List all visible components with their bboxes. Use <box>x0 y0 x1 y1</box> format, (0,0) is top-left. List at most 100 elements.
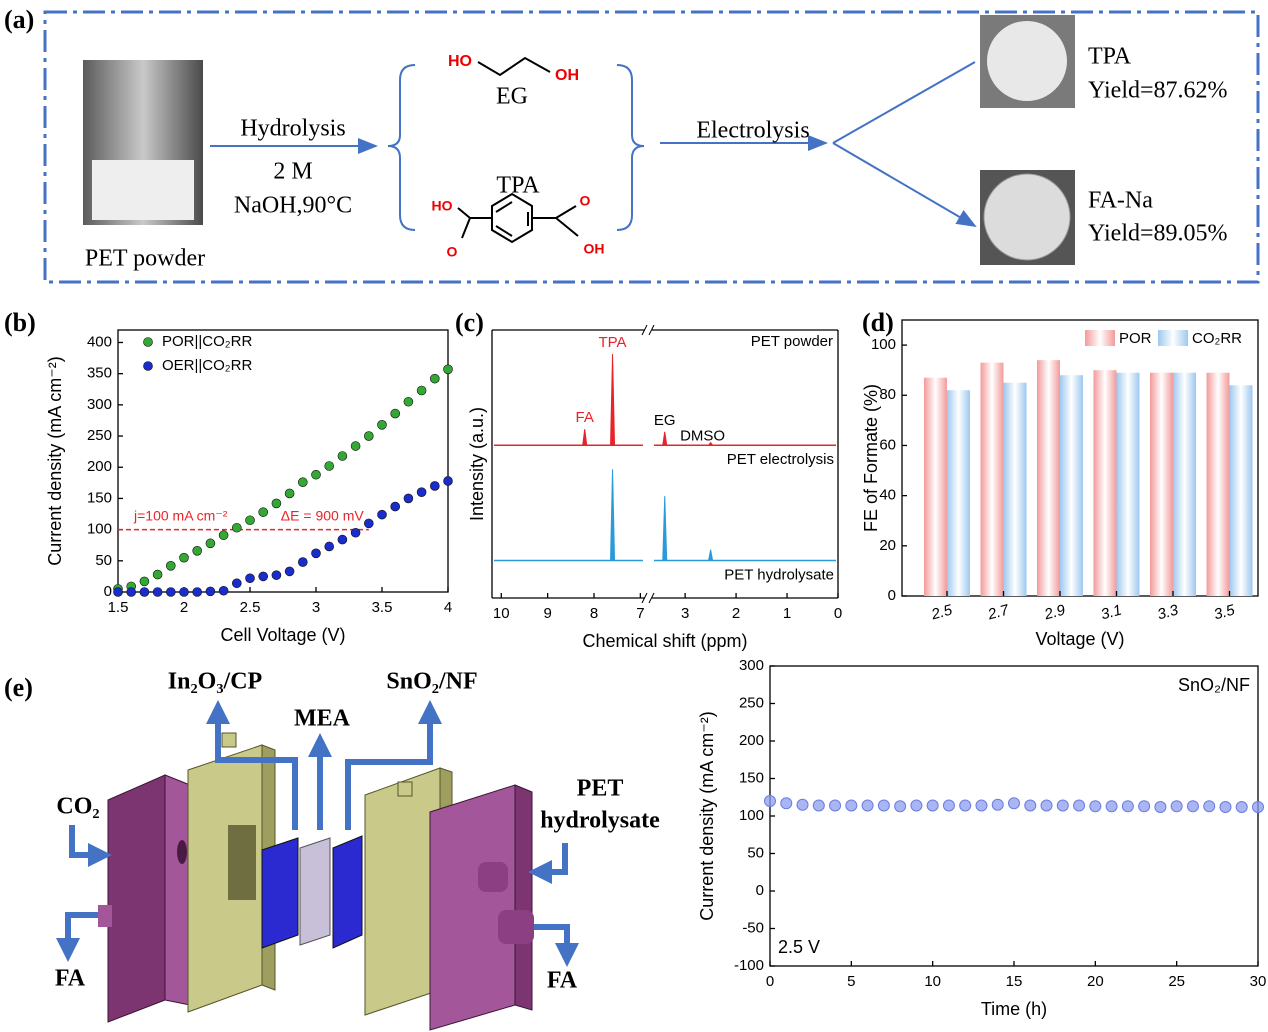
data-point <box>403 493 414 504</box>
y-tick-label: 200 <box>87 458 112 475</box>
data-point <box>429 373 440 384</box>
data-point <box>1252 801 1264 813</box>
bar <box>1037 360 1060 596</box>
data-point <box>297 557 308 567</box>
label: FA <box>547 968 578 994</box>
data-point <box>1219 801 1232 813</box>
data-point <box>139 587 150 597</box>
y-axis-label: Current density (mA cm⁻²) <box>697 711 717 921</box>
bar <box>947 390 970 596</box>
annotation: SnO₂/NF <box>1178 675 1250 695</box>
trace-label: PET hydrolysate <box>724 566 834 583</box>
data-point <box>245 515 255 526</box>
x-tick-label: 3.5 <box>372 599 393 616</box>
data-point <box>205 586 216 597</box>
x-tick-label: 3 <box>312 599 320 616</box>
x-tick-label: 7 <box>636 605 644 622</box>
y-tick-label: 300 <box>87 396 112 413</box>
annotation: ΔE = 900 mV <box>281 507 365 523</box>
data-point <box>1008 797 1020 810</box>
data-point <box>166 560 176 571</box>
data-point <box>390 408 401 419</box>
peak <box>662 431 668 446</box>
peak <box>707 441 714 446</box>
photo-dish <box>983 173 1071 261</box>
data-point <box>1154 801 1167 813</box>
legend-label: OER||CO₂RR <box>162 357 252 374</box>
peak-label: EG <box>654 412 676 429</box>
end-plate <box>514 784 533 1011</box>
data-point <box>1121 800 1134 813</box>
data-point <box>311 548 321 559</box>
reference-label: j=100 mA cm⁻² <box>133 507 228 523</box>
y-axis-label: Current density (mA cm⁻²) <box>45 356 65 566</box>
bar <box>1093 370 1117 596</box>
data-point <box>1073 799 1086 812</box>
data-point <box>297 477 308 488</box>
y-tick-label: 0 <box>756 882 764 899</box>
product: TPA <box>1088 44 1132 70</box>
y-tick-label: 300 <box>739 657 764 674</box>
label: FA <box>55 966 86 992</box>
data-point <box>363 431 374 441</box>
x-tick-label: 30 <box>1250 973 1267 990</box>
bar <box>1150 372 1173 596</box>
y-tick-label: 200 <box>739 732 764 749</box>
data-point <box>284 566 295 577</box>
label: SnO₂/NF <box>386 669 477 695</box>
x-tick-label: 2.9 <box>1042 601 1068 623</box>
axis-break <box>641 592 655 604</box>
legend-marker <box>143 337 153 347</box>
group: O <box>447 244 458 260</box>
data-point <box>942 799 955 812</box>
data-point <box>337 534 348 545</box>
data-point <box>152 587 163 597</box>
data-point <box>258 571 269 582</box>
data-point <box>1186 800 1199 813</box>
data-point <box>284 488 295 499</box>
group: OH <box>584 241 605 257</box>
flow-plate <box>364 767 441 1016</box>
bond <box>477 56 551 77</box>
plot-frame <box>117 329 449 593</box>
data-point <box>1170 800 1183 813</box>
data-point <box>429 481 440 491</box>
y-tick-label: 150 <box>739 769 764 786</box>
data-point <box>416 385 427 396</box>
label: In₂O₃/CP <box>168 669 262 695</box>
data-point <box>192 546 202 556</box>
data-point <box>910 799 923 812</box>
y-tick-label: 0 <box>104 583 112 600</box>
y-tick-label: 80 <box>879 386 896 403</box>
arrow <box>69 825 112 867</box>
x-tick-label: 5 <box>847 973 855 990</box>
step-label: Electrolysis <box>696 118 809 144</box>
panel-label: (c) <box>455 308 484 337</box>
y-tick-label: 0 <box>888 587 896 604</box>
compound: TPA <box>496 173 540 199</box>
data-point <box>416 487 427 497</box>
bar <box>980 362 1004 596</box>
label: CO₂ <box>56 794 99 820</box>
peak-label: TPA <box>599 334 627 351</box>
panel-label: (a) <box>4 5 34 34</box>
data-point <box>166 587 176 597</box>
x-tick-label: 25 <box>1168 973 1185 990</box>
trace-label: PET electrolysis <box>727 451 834 468</box>
bar <box>1060 375 1083 596</box>
start-label: PET powder <box>85 246 205 272</box>
x-tick-label: 0 <box>834 605 842 622</box>
panel-label: (d) <box>862 308 894 337</box>
x-tick-label: 2.7 <box>985 601 1011 623</box>
y-tick-label: 250 <box>739 694 764 711</box>
tab <box>397 781 413 797</box>
data-point <box>232 578 242 589</box>
legend-swatch <box>1085 330 1115 346</box>
bar <box>1173 372 1196 596</box>
port <box>498 910 534 944</box>
tab <box>221 732 237 748</box>
x-tick-label: 20 <box>1087 973 1104 990</box>
peak <box>582 429 588 446</box>
x-tick-label: 2 <box>732 605 740 622</box>
data-point <box>271 498 282 509</box>
